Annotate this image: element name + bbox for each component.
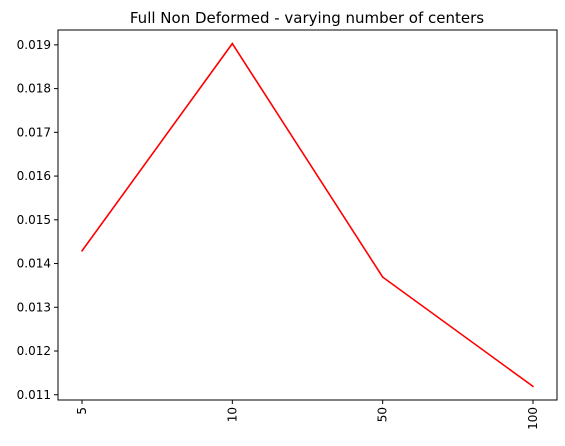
- y-tick-label: 0.014: [17, 257, 51, 271]
- x-tick-label: 50: [376, 407, 390, 422]
- data-point: [381, 276, 384, 278]
- x-axis: 5 10 50 100: [75, 400, 540, 430]
- data-point: [532, 385, 534, 388]
- x-tick-label: 10: [225, 407, 239, 422]
- y-tick-label: 0.012: [17, 344, 51, 358]
- data-point: [231, 42, 234, 45]
- x-tick-label: 5: [75, 407, 89, 415]
- y-tick-label: 0.017: [17, 125, 51, 139]
- series-layer: [81, 42, 534, 388]
- y-tick-label: 0.019: [17, 38, 51, 52]
- y-tick-label: 0.011: [17, 388, 51, 402]
- plot-area: [57, 29, 558, 401]
- chart-title: Full Non Deformed - varying number of ce…: [130, 9, 484, 27]
- data-point: [81, 250, 83, 252]
- x-tick-label: 100: [526, 407, 540, 430]
- y-tick-label: 0.016: [17, 169, 51, 183]
- y-tick-label: 0.013: [17, 300, 51, 314]
- y-axis: 0.011 0.012 0.013 0.014 0.015 0.016 0.017 0.018…: [17, 38, 58, 402]
- y-tick-label: 0.018: [17, 82, 51, 96]
- series-line: [81, 42, 534, 388]
- y-tick-label: 0.015: [17, 213, 51, 227]
